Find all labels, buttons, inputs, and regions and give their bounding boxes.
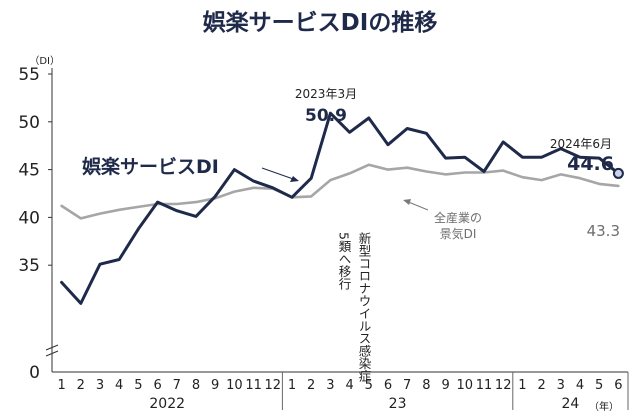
y-tick-label: 0 xyxy=(29,363,40,383)
event-label-line1: 新型コロナウイルス感染症 xyxy=(357,231,372,383)
y-tick-label: 55 xyxy=(18,65,40,85)
y-tick-labels: 55 50 45 40 35 0 xyxy=(18,65,52,383)
last-value-label: 44.6 xyxy=(567,153,614,175)
x-tick-label: 2 xyxy=(537,378,545,393)
x-tick-label: 4 xyxy=(115,378,123,393)
x-axis-unit-label: （年） xyxy=(589,400,619,413)
x-tick-label: 7 xyxy=(403,378,411,393)
last-point-marker xyxy=(612,167,624,179)
x-tick-label: 5 xyxy=(595,378,603,393)
x-tick-label: 2 xyxy=(307,378,315,393)
axis-break-mark xyxy=(45,344,59,351)
x-tick-label: 9 xyxy=(441,378,449,393)
x-tick-label: 9 xyxy=(211,378,219,393)
x-tick-label: 10 xyxy=(226,378,243,393)
year-labels: 2022 23 24 xyxy=(149,396,579,412)
series-line-dark xyxy=(60,111,620,305)
y-tick-label: 45 xyxy=(18,161,40,181)
x-tick-label: 6 xyxy=(614,378,622,393)
y-tick-label: 50 xyxy=(18,113,40,133)
x-tick-labels: 1 2 3 4 5 6 7 8 9 10 11 12 1 2 3 4 5 6 7 8 9 10 11 12 1 2 3 4 5 6 xyxy=(57,378,622,393)
event-label-line2: 5類へ移行 xyxy=(337,232,352,290)
x-tick-label: 3 xyxy=(557,378,565,393)
x-tick-label: 7 xyxy=(173,378,181,393)
series-label-dark: 娯楽サービスDI xyxy=(82,155,219,178)
x-tick-label: 2 xyxy=(77,378,85,393)
year-label: 23 xyxy=(389,396,407,412)
series-label-gray-line1: 全産業の xyxy=(434,210,482,225)
series-layer xyxy=(60,111,624,305)
x-tick-label: 8 xyxy=(192,378,200,393)
gray-series-pointer-arrow xyxy=(403,199,429,211)
x-tick-label: 1 xyxy=(57,378,65,393)
x-tick-label: 8 xyxy=(422,378,430,393)
x-tick-label: 3 xyxy=(326,378,334,393)
y-tick-label: 35 xyxy=(18,256,40,276)
peak-value-label: 50.9 xyxy=(305,106,347,126)
x-tick-label: 6 xyxy=(153,378,161,393)
x-tick-label: 1 xyxy=(288,378,296,393)
x-tick-label: 6 xyxy=(384,378,392,393)
chart-title: 娯楽サービスDIの推移 xyxy=(203,9,438,36)
year-label: 24 xyxy=(561,396,579,412)
x-tick-label: 11 xyxy=(245,378,262,393)
event-annotation: 新型コロナウイルス感染症 5類へ移行 xyxy=(337,231,372,383)
x-tick-label: 12 xyxy=(495,378,512,393)
x-tick-label: 1 xyxy=(518,378,526,393)
peak-date-label: 2023年3月 xyxy=(295,87,357,101)
series-label-gray-line2: 景気DI xyxy=(440,226,477,241)
x-tick-label: 4 xyxy=(576,378,584,393)
gray-last-value-label: 43.3 xyxy=(587,222,620,240)
x-tick-label: 12 xyxy=(265,378,282,393)
x-tick-label: 5 xyxy=(134,378,142,393)
axis-break-mark xyxy=(45,350,59,357)
axes xyxy=(45,68,629,410)
x-tick-label: 11 xyxy=(476,378,493,393)
last-date-label: 2024年6月 xyxy=(550,137,612,151)
y-tick-label: 40 xyxy=(18,208,40,228)
x-tick-label: 3 xyxy=(96,378,104,393)
y-axis-unit-label: （DI） xyxy=(29,55,60,67)
x-tick-label: 10 xyxy=(457,378,474,393)
x-tick-label: 4 xyxy=(345,378,353,393)
x-tick-label: 5 xyxy=(365,378,373,393)
year-label: 2022 xyxy=(149,396,185,412)
dark-series-pointer-arrow xyxy=(261,167,299,182)
